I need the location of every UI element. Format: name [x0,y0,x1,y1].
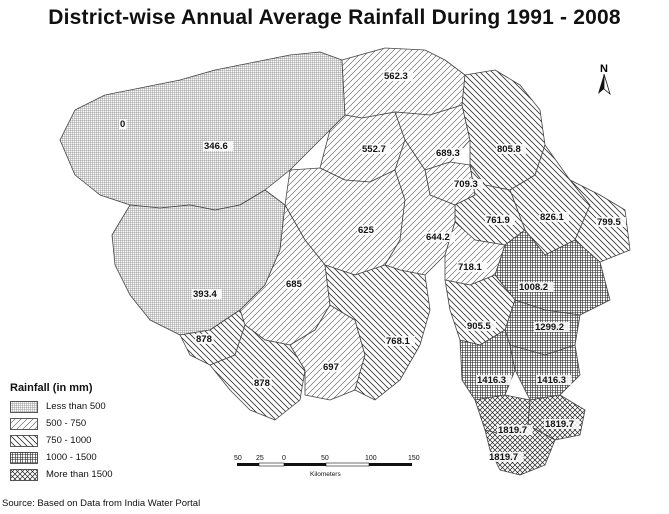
district-value-label: 562.3 [384,71,408,82]
district-label-background [596,217,626,227]
district-value-label: 1008.2 [519,282,548,293]
district-label-background [496,144,526,154]
legend-label: 500 - 750 [46,418,87,429]
district-value-label: 1819.7 [489,452,518,463]
district-label-background [357,225,376,235]
district-value-label: 1416.3 [477,375,506,386]
district-label-background [476,375,512,385]
legend-title: Rainfall (in mm) [10,382,93,394]
district-value-label: 709.3 [454,179,478,190]
district-value-label: 878 [254,378,270,389]
district-label-background [119,119,127,129]
legend-item-lt500: Less than 500 [10,398,160,415]
district-label-background [539,212,569,222]
north-label: N [600,63,608,75]
district-label-background [536,375,572,385]
district-label-background [285,279,304,289]
legend-item-750-1000: 750 - 1000 [10,432,160,449]
district-value-label: 625 [358,225,375,236]
district-value-label: 393.4 [193,289,217,300]
district-value-label: 697 [323,362,339,373]
district-label-background [488,452,524,462]
district-label-background [383,71,413,81]
legend-item-1000-1500: 1000 - 1500 [10,449,160,466]
scale-tick-label: 50 [321,455,329,462]
district-label-background [497,425,533,435]
district-label-background [203,141,233,151]
district-label-background [425,232,455,242]
legend: Rainfall (in mm) Less than 500 500 - 750… [10,382,160,483]
district-label-background [435,148,465,158]
scale-tick-label: 0 [282,455,286,462]
scale-tick-label: 25 [256,455,264,462]
scale-tick-label: 50 [234,455,242,462]
district-value-label: 1416.3 [537,375,566,386]
district-value-label: 905.5 [467,321,491,332]
scale-bar: 50 25 0 50 100 150 Kilometers [232,452,432,487]
map-title: District-wise Annual Average Rainfall Du… [48,6,621,29]
district-value-label: 685 [286,279,303,290]
district-value-label: 768.1 [386,336,410,347]
legend-label: 1000 - 1500 [46,452,97,463]
legend-label: More than 1500 [46,469,113,480]
district-label-background [322,362,341,372]
scale-tick-label: 150 [408,455,420,462]
district-label-background [385,336,415,346]
district-value-label: 552.7 [362,144,386,155]
district-label-background [457,262,487,272]
scale-unit: Kilometers [310,471,341,478]
legend-label: 750 - 1000 [46,435,92,446]
district-value-label: 805.8 [497,144,521,155]
district-value-label: 799.5 [597,217,621,228]
district-banaskantha [341,47,466,119]
scale-tick-label: 100 [365,455,377,462]
district-label-background [485,215,515,225]
district-value-label: 1299.2 [535,322,564,333]
district-label-background [544,419,580,429]
district-value-labels: 0 346.6 562.3 552.7 689.3 805.8 709.3 826.1 799.… [119,71,626,463]
district-value-label: 878 [196,334,212,345]
district-label-background [518,282,554,292]
district-value-label: 1819.7 [545,419,574,430]
legend-item-gt1500: More than 1500 [10,466,160,483]
district-value-label: 346.6 [204,141,228,152]
district-label-background [453,179,483,189]
district-value-label: 761.9 [486,215,510,226]
district-label-background [466,321,496,331]
district-label-background [192,289,222,299]
district-label-background [361,144,391,154]
district-value-label: 0 [120,119,125,130]
district-value-label: 1819.7 [498,425,527,436]
legend-label: Less than 500 [46,401,106,412]
district-label-background [195,334,214,344]
district-bhavnagar [324,264,431,401]
legend-item-500-750: 500 - 750 [10,415,160,432]
district-label-background [534,322,570,332]
district-label-background [253,378,272,388]
north-arrow: N [592,60,622,101]
district-value-label: 718.1 [458,262,482,273]
district-value-label: 689.3 [436,148,460,159]
district-value-label: 644.2 [426,232,450,243]
district-value-label: 826.1 [540,212,564,223]
source-note: Source: Based on Data from India Water P… [2,498,201,509]
